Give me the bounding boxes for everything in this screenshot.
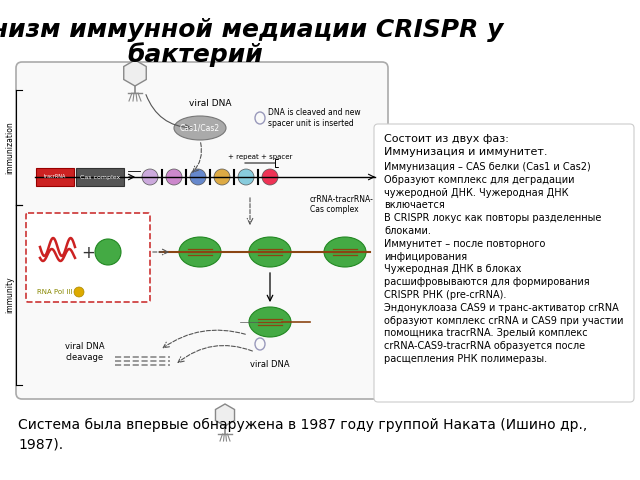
Ellipse shape [190,169,206,185]
Ellipse shape [238,169,254,185]
FancyBboxPatch shape [26,213,150,302]
Text: immunization: immunization [6,121,15,174]
Ellipse shape [174,116,226,140]
Text: Иммунизация – CAS белки (Cas1 и Cas2)
Образуют комплекс для деградации
чужеродно: Иммунизация – CAS белки (Cas1 и Cas2) Об… [384,162,623,364]
Text: Cas1/Cas2: Cas1/Cas2 [180,123,220,132]
Text: Механизм иммунной медиации CRISPR у: Механизм иммунной медиации CRISPR у [0,18,504,42]
Ellipse shape [95,239,121,265]
Ellipse shape [324,237,366,267]
Ellipse shape [249,307,291,337]
Text: Cas complex: Cas complex [80,175,120,180]
FancyBboxPatch shape [16,62,388,399]
Ellipse shape [249,237,291,267]
Bar [36,168,74,186]
Text: + repeat + spacer: + repeat + spacer [228,154,292,160]
Text: DNA is cleaved and new
spacer unit is inserted: DNA is cleaved and new spacer unit is in… [268,108,360,128]
Text: бактерий: бактерий [127,42,263,67]
Bar [76,168,124,186]
Text: tracrRNA: tracrRNA [44,175,66,180]
Text: Состоит из двух фаз:
Иммунизация и иммунитет.: Состоит из двух фаз: Иммунизация и иммун… [384,134,547,157]
Circle shape [74,287,84,297]
Ellipse shape [142,169,158,185]
Ellipse shape [214,169,230,185]
Ellipse shape [179,237,221,267]
Text: crRNA-tracrRNA-
Cas complex: crRNA-tracrRNA- Cas complex [310,195,374,215]
Text: +: + [81,244,95,262]
Text: Система была впервые обнаружена в 1987 году группой Наката (Ишино др.,
1987).: Система была впервые обнаружена в 1987 г… [18,418,588,452]
Text: RNA Pol III: RNA Pol III [37,289,73,295]
Ellipse shape [166,169,182,185]
Text: viral DNA: viral DNA [250,360,290,369]
FancyBboxPatch shape [374,124,634,402]
Text: viral DNA
cleavage: viral DNA cleavage [65,342,105,362]
Ellipse shape [262,169,278,185]
Text: immunity: immunity [6,276,15,313]
Text: viral DNA: viral DNA [189,99,231,108]
